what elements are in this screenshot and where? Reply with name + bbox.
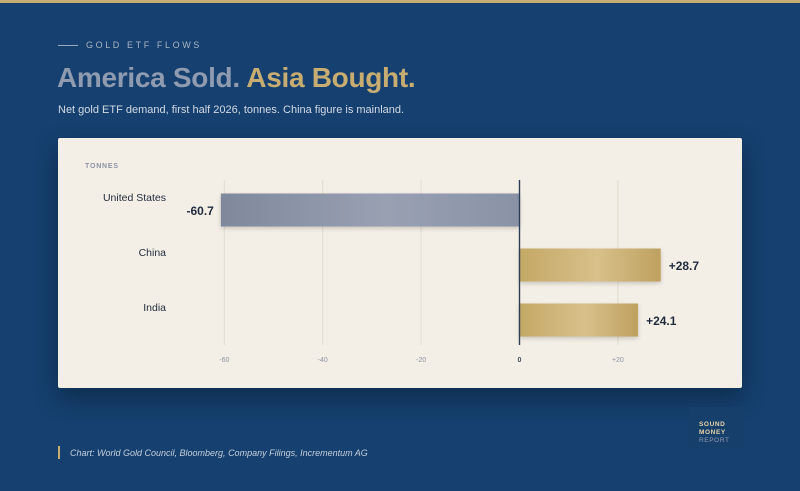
title-part-america: America Sold. <box>57 62 240 93</box>
x-tick-label: +20 <box>612 357 624 364</box>
category-label: China <box>139 247 167 259</box>
category-label: United States <box>103 192 166 204</box>
x-tick-label: -60 <box>219 357 229 364</box>
value-label: +28.7 <box>669 259 700 273</box>
value-label: +24.1 <box>646 314 677 328</box>
kicker-line <box>58 44 78 46</box>
kicker: GOLD ETF FLOWS <box>58 40 202 50</box>
title-part-asia: Asia Bought. <box>246 62 416 93</box>
sound-money-report-logo: SOUND MONEY REPORT <box>689 407 744 449</box>
page-title: America Sold. Asia Bought. <box>57 62 416 94</box>
category-label: India <box>143 302 166 314</box>
bar-chart: TONNES -60 -40 -20 0 +20 United States -60.7 Ch… <box>85 163 700 364</box>
x-tick-label: 0 <box>518 357 522 364</box>
footer-accent-bar <box>58 446 60 459</box>
unit-label: TONNES <box>85 163 119 170</box>
x-tick-label: -40 <box>318 357 328 364</box>
source-footer: Chart: World Gold Council, Bloomberg, Co… <box>58 446 368 459</box>
value-label: -60.7 <box>186 204 214 218</box>
logo-line-2: MONEY <box>699 429 726 436</box>
subtitle: Net gold ETF demand, first half 2026, to… <box>58 104 405 116</box>
bar <box>220 193 520 227</box>
logo-line-1: SOUND <box>699 421 726 428</box>
kicker-text: GOLD ETF FLOWS <box>86 40 202 50</box>
bar <box>519 248 661 282</box>
bar <box>519 303 639 337</box>
source-text: Chart: World Gold Council, Bloomberg, Co… <box>70 447 368 458</box>
x-tick-label: -20 <box>416 357 426 364</box>
chart-card: TONNES -60 -40 -20 0 +20 United States -60.7 Ch… <box>58 138 742 388</box>
top-accent-rule <box>0 0 800 3</box>
logo-line-3: REPORT <box>699 437 730 444</box>
